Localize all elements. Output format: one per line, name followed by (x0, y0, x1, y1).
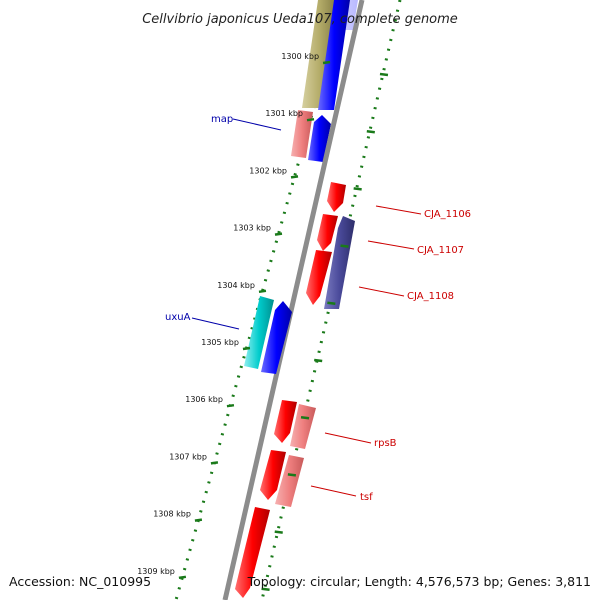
gene-cja-1107[interactable] (317, 214, 338, 251)
outer-tick (300, 415, 310, 420)
tick-label: 1303 kbp (233, 224, 271, 233)
tick-label: 1306 kbp (185, 395, 223, 404)
outer-tick (261, 587, 270, 592)
gene-label-cja-1106: CJA_1106 (424, 209, 471, 220)
gene-label-map: map (211, 114, 233, 125)
gene-cja-1106[interactable] (327, 182, 346, 212)
genome-backbone (222, 0, 365, 600)
leader-uxua (191, 317, 240, 330)
tick-label: 1309 kbp (137, 567, 175, 576)
major-tick (274, 232, 283, 236)
ticks-group: 1300 kbp 1301 kbp 1302 kbp 1303 kbp 1304 kbp… (137, 52, 389, 592)
gene-reverse-blue-uxua[interactable] (261, 301, 292, 374)
outer-tick (274, 530, 283, 534)
gene-label-rpsb: rpsB (374, 438, 397, 449)
major-tick (194, 518, 203, 522)
tick-label: 1305 kbp (201, 338, 239, 347)
outer-tick (314, 358, 323, 363)
major-tick (290, 175, 299, 179)
gene-label-cja-1107: CJA_1107 (417, 245, 464, 256)
leader-cja-1108 (358, 286, 405, 297)
tick-label: 1301 kbp (265, 109, 303, 118)
outer-tick (327, 301, 336, 306)
gene-label-uxua: uxuA (165, 312, 191, 323)
leader-cja-1106 (375, 205, 422, 215)
leader-map (232, 118, 282, 131)
gene-tsf-red[interactable] (260, 450, 286, 500)
gene-rpsb-pink[interactable] (290, 404, 316, 449)
gene-tsf-pink[interactable] (275, 455, 304, 507)
major-tick (306, 117, 315, 122)
gene-label-cja-1108: CJA_1108 (407, 291, 454, 302)
genome-summary-text: Topology: circular; Length: 4,576,573 bp… (247, 574, 591, 589)
gene-reverse-blue-top[interactable] (318, 0, 350, 110)
tick-label: 1307 kbp (169, 452, 207, 461)
major-tick (258, 289, 267, 294)
gene-olive[interactable] (302, 0, 336, 108)
tick-label: 1308 kbp (153, 510, 191, 519)
major-tick (322, 60, 331, 65)
outer-tick (340, 244, 349, 248)
outer-tick (366, 129, 375, 134)
major-tick (210, 461, 219, 465)
page-title: Cellvibrio japonicus Ueda107, complete g… (142, 12, 458, 27)
accession-text: Accession: NC_010995 (9, 574, 151, 589)
gene-purple[interactable] (324, 216, 355, 309)
outer-tick (379, 72, 389, 77)
gene-map-pink[interactable] (291, 110, 313, 158)
tick-label: 1304 kbp (217, 281, 255, 290)
outer-tick (287, 473, 297, 477)
gene-cja-1108[interactable] (306, 250, 332, 305)
outer-tick (353, 187, 362, 191)
gene-uxua[interactable] (244, 296, 274, 369)
tick-label: 1302 kbp (249, 166, 287, 175)
gene-forward-red-bottom[interactable] (235, 507, 270, 598)
leader-cja-1107 (367, 240, 415, 250)
leader-rpsb (324, 432, 372, 444)
major-tick (178, 575, 187, 580)
gene-rpsb-red[interactable] (274, 400, 297, 443)
leader-tsf (310, 485, 357, 497)
major-tick (226, 403, 235, 408)
major-tick (242, 346, 251, 351)
tick-label: 1300 kbp (281, 52, 319, 61)
gene-label-tsf: tsf (360, 492, 373, 503)
